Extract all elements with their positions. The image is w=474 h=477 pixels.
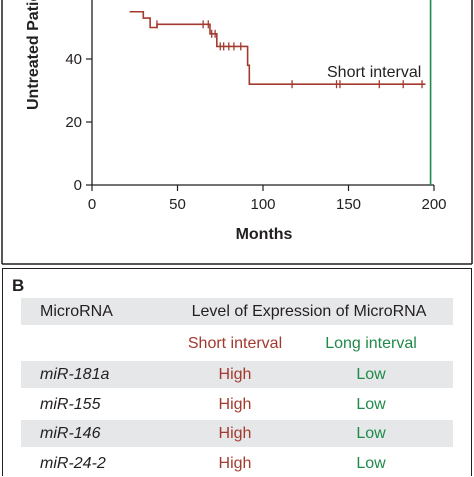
header-microrna: MicroRNA	[40, 303, 113, 320]
x-tick-label: 150	[336, 196, 361, 213]
short-value: High	[218, 425, 252, 442]
x-tick-label: 0	[88, 196, 96, 213]
long-value: Low	[356, 425, 386, 442]
table-row: miR-24-2 High Low	[21, 450, 453, 477]
x-tick-label: 100	[250, 196, 275, 213]
header-expression: Level of Expression of MicroRNA	[191, 303, 427, 320]
microrna-name: miR-24-2	[40, 455, 106, 472]
table-row: miR-181a High Low	[21, 361, 453, 388]
table-row: miR-146 High Low	[21, 420, 453, 447]
panel-b-frame	[2, 268, 472, 476]
subheader-short: Short interval	[187, 335, 283, 352]
series-line-short-interval	[129, 10, 426, 85]
long-value: Low	[356, 366, 386, 383]
x-tick-label: 200	[421, 196, 446, 213]
axes: 0 50 100 150 200 0 20 40	[65, 0, 447, 213]
short-value: High	[218, 396, 252, 413]
subheader-long: Long interval	[325, 335, 417, 352]
table-subheader-row: Short interval Long interval	[21, 330, 453, 357]
x-tick-label: 50	[169, 196, 186, 213]
microrna-name: miR-181a	[40, 366, 110, 383]
short-value: High	[218, 366, 252, 383]
long-value: Low	[356, 455, 386, 472]
panel-b: B MicroRNA Level of Expression of MicroR…	[0, 268, 474, 477]
table-row: miR-155 High Low	[21, 391, 453, 418]
microrna-name: miR-155	[40, 396, 101, 413]
panel-letter-b: B	[12, 276, 25, 295]
x-axis-label: Months	[236, 226, 293, 243]
microrna-name: miR-146	[40, 425, 101, 442]
long-value: Low	[356, 396, 386, 413]
y-tick-label: 0	[74, 177, 82, 194]
table-header-row: MicroRNA Level of Expression of MicroRNA	[21, 298, 453, 325]
series-label-short-interval: Short interval	[327, 64, 421, 81]
y-tick-label: 20	[65, 114, 82, 131]
survival-chart: 0 50 100 150 200 0 20 40 Untreated Patie Months…	[1, 0, 473, 265]
short-value: High	[218, 455, 252, 472]
y-axis-label: Untreated Patie	[25, 0, 42, 110]
series-group	[129, 0, 432, 185]
y-tick-label: 40	[65, 51, 82, 68]
